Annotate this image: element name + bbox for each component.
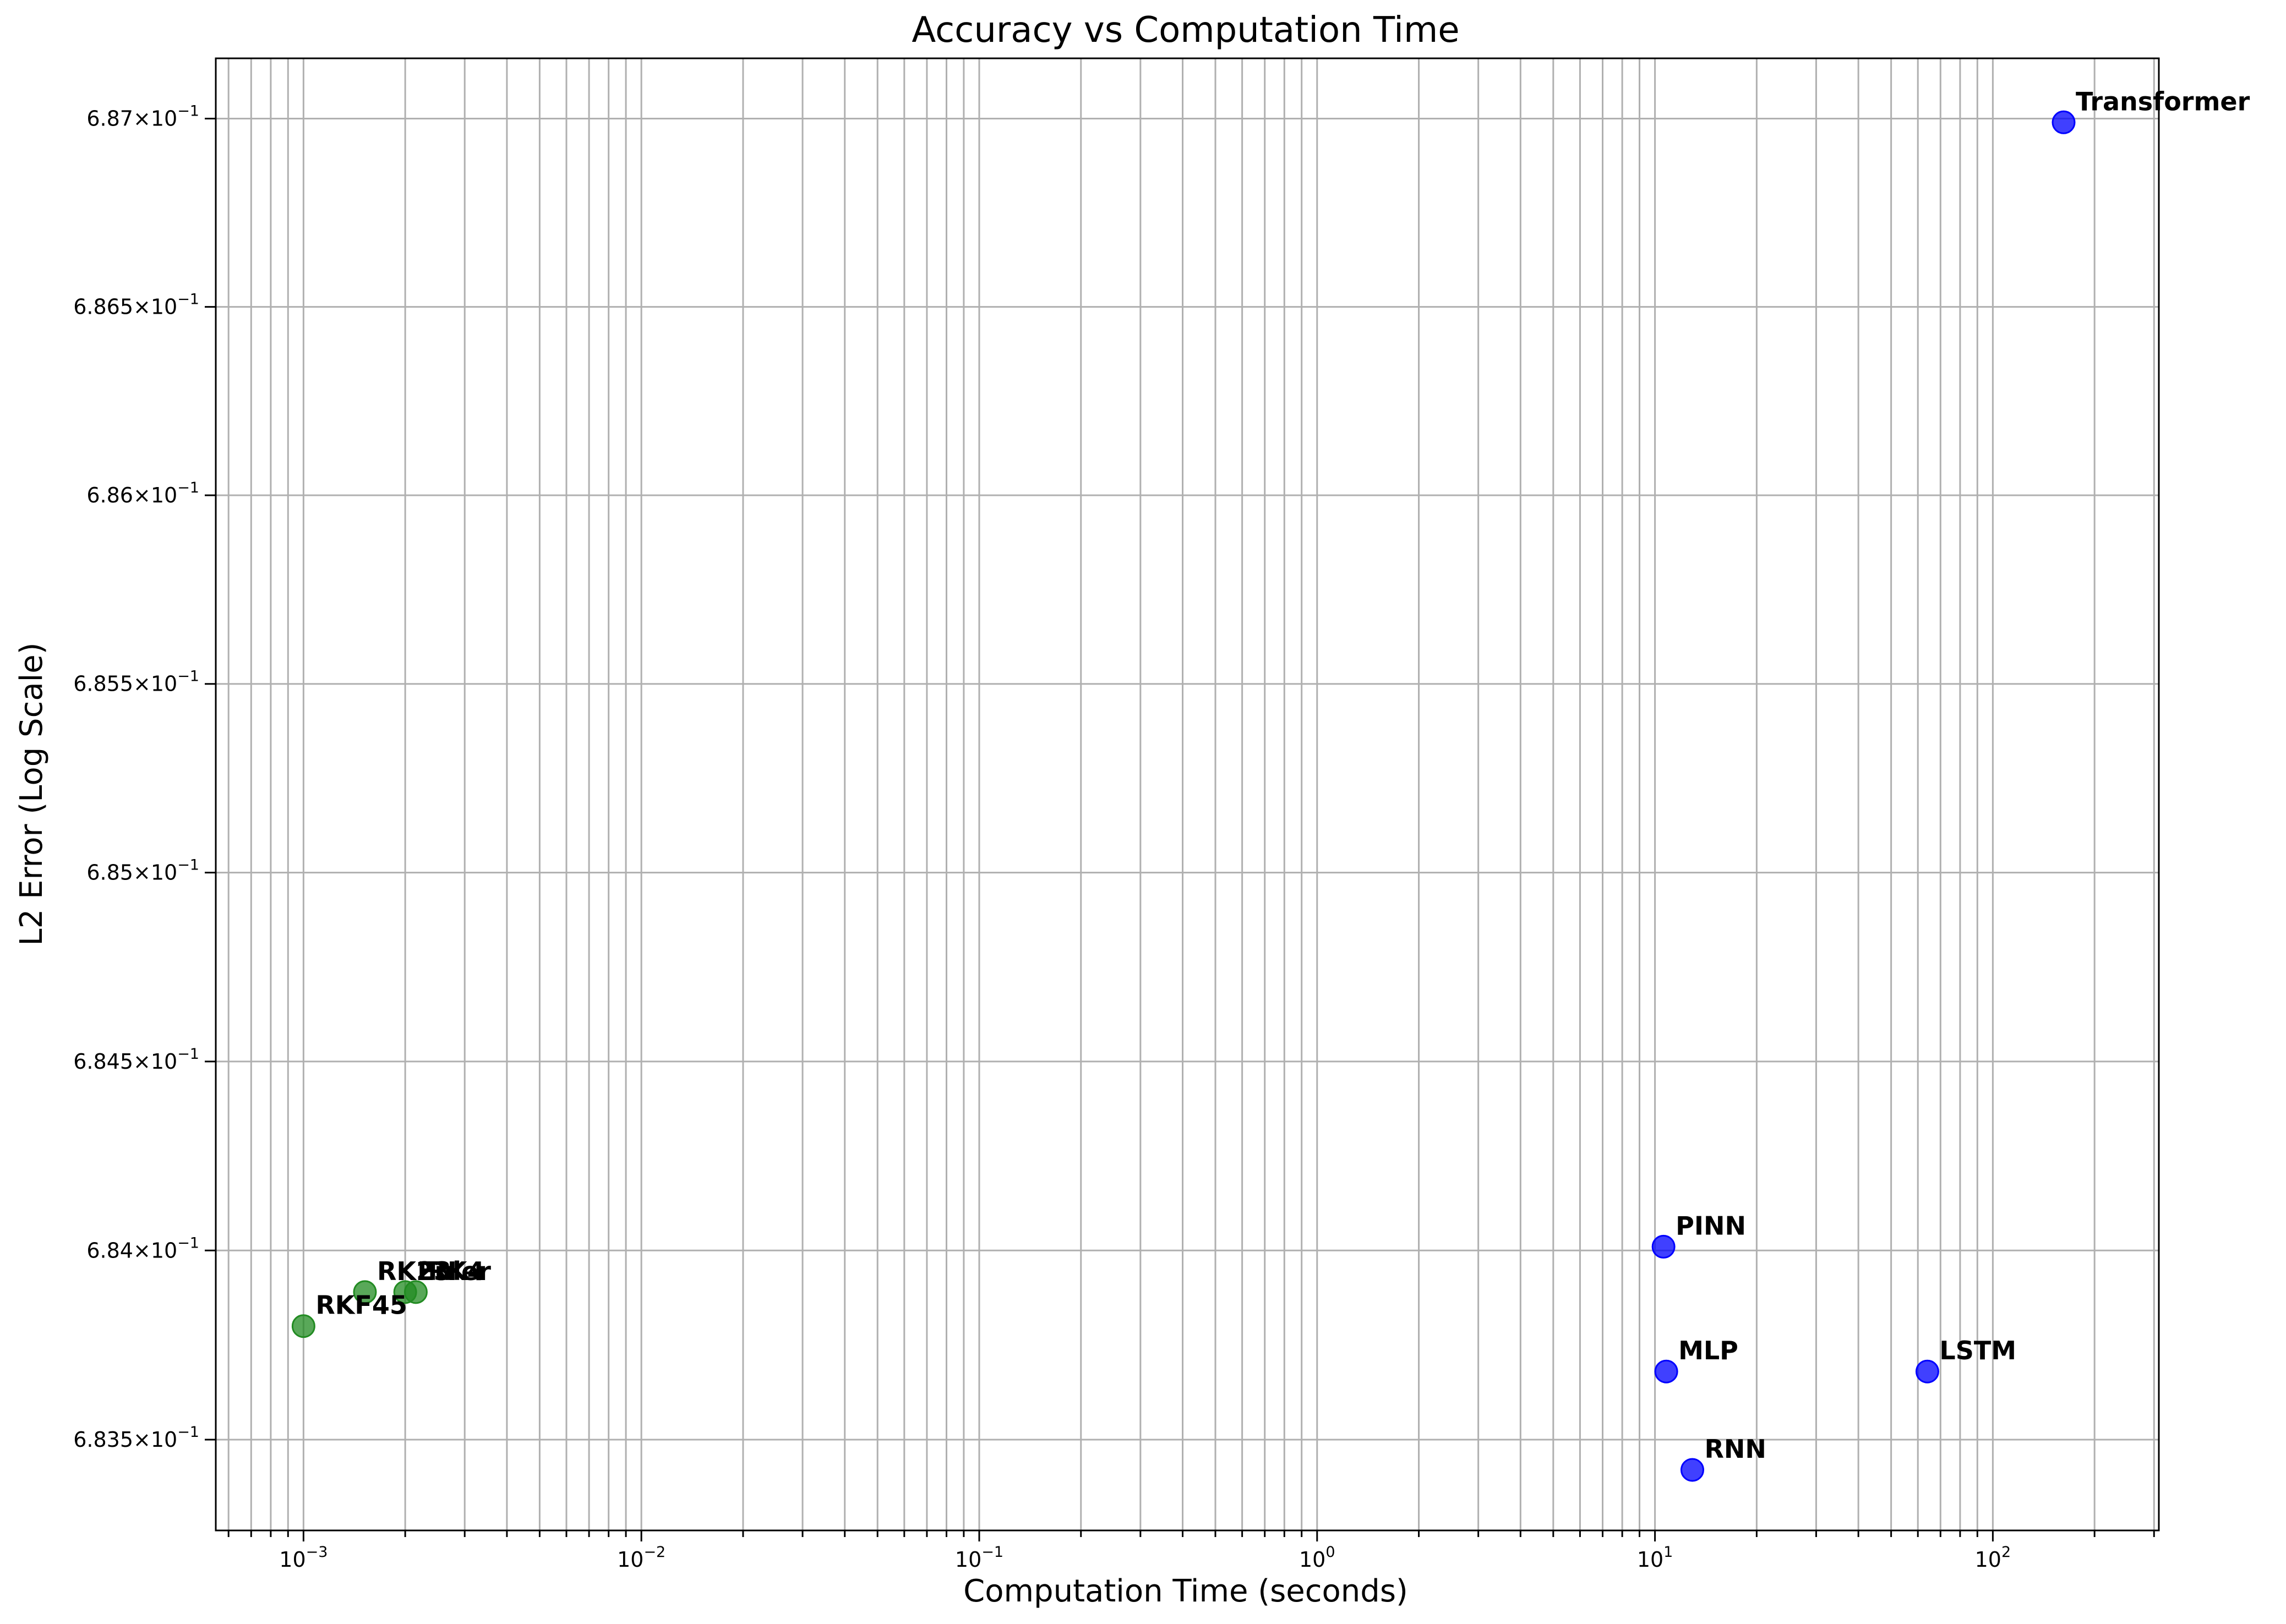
data-point-transformer (2052, 110, 2076, 134)
point-label-rk23: RK23 (377, 1256, 451, 1286)
data-point-rnn (1680, 1458, 1704, 1482)
grid-lines (216, 58, 2159, 1530)
data-point-lstm (1915, 1359, 1939, 1384)
y-tick-label: 6.84×10−1 (86, 1234, 199, 1262)
data-point-mlp (1654, 1359, 1678, 1384)
y-tick-label: 6.85×10−1 (86, 857, 199, 885)
x-tick-label: 10−1 (955, 1544, 1003, 1572)
y-tick-label: 6.855×10−1 (73, 668, 199, 696)
y-tick-label: 6.845×10−1 (73, 1046, 199, 1074)
point-label-euler: Euler (417, 1256, 491, 1286)
plot-frame (215, 57, 2160, 1532)
x-tick-label: 10−3 (279, 1544, 328, 1572)
point-label-transformer: Transformer (2076, 86, 2250, 116)
y-tick-label: 6.835×10−1 (73, 1424, 199, 1452)
data-point-rk23 (353, 1280, 377, 1304)
x-tick-label: 100 (1299, 1544, 1335, 1572)
point-label-pinn: PINN (1676, 1211, 1746, 1240)
data-point-pinn (1651, 1234, 1676, 1259)
point-label-rnn: RNN (1704, 1434, 1766, 1464)
y-tick-label: 6.865×10−1 (73, 291, 199, 319)
point-label-lstm: LSTM (1939, 1336, 2016, 1365)
chart-title: Accuracy vs Computation Time (912, 10, 1459, 51)
y-tick-label: 6.87×10−1 (86, 102, 199, 130)
data-points (291, 110, 2076, 1482)
data-point-rkf45 (291, 1314, 315, 1338)
point-label-rkf45: RKF45 (315, 1291, 407, 1320)
data-point-euler (393, 1280, 417, 1304)
axis-ticks: 10−3 10−2 10−1 100 101 102 6.835×10−1 6.84×10−1… (73, 102, 2155, 1572)
y-axis-label: L2 Error (Log Scale) (14, 642, 50, 945)
point-label-mlp: MLP (1678, 1336, 1738, 1365)
x-axis-label: Computation Time (seconds) (963, 1573, 1408, 1609)
x-tick-label: 10−2 (617, 1544, 665, 1572)
x-tick-label: 101 (1637, 1544, 1673, 1572)
x-tick-label: 102 (1975, 1544, 2011, 1572)
point-label-rk4: RK4 (428, 1256, 484, 1286)
y-tick-label: 6.86×10−1 (86, 479, 199, 507)
